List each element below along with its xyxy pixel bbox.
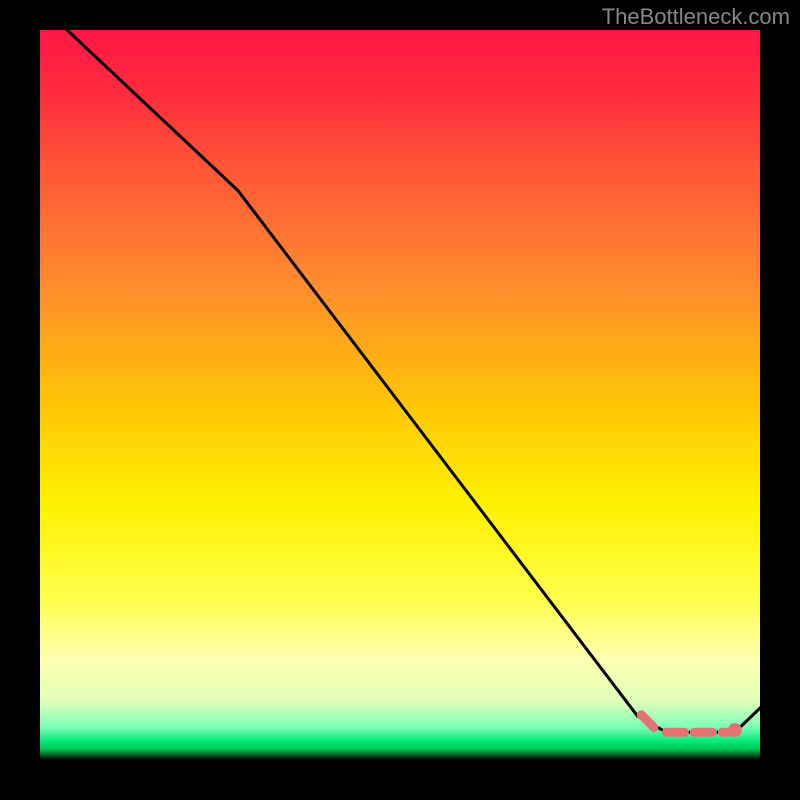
plot-area [40, 30, 760, 760]
chart-frame: TheBottleneck.com [0, 0, 800, 800]
highlight-dot [728, 723, 742, 737]
gradient-background [40, 30, 760, 760]
chart-svg [40, 30, 760, 760]
watermark-text: TheBottleneck.com [602, 4, 790, 30]
